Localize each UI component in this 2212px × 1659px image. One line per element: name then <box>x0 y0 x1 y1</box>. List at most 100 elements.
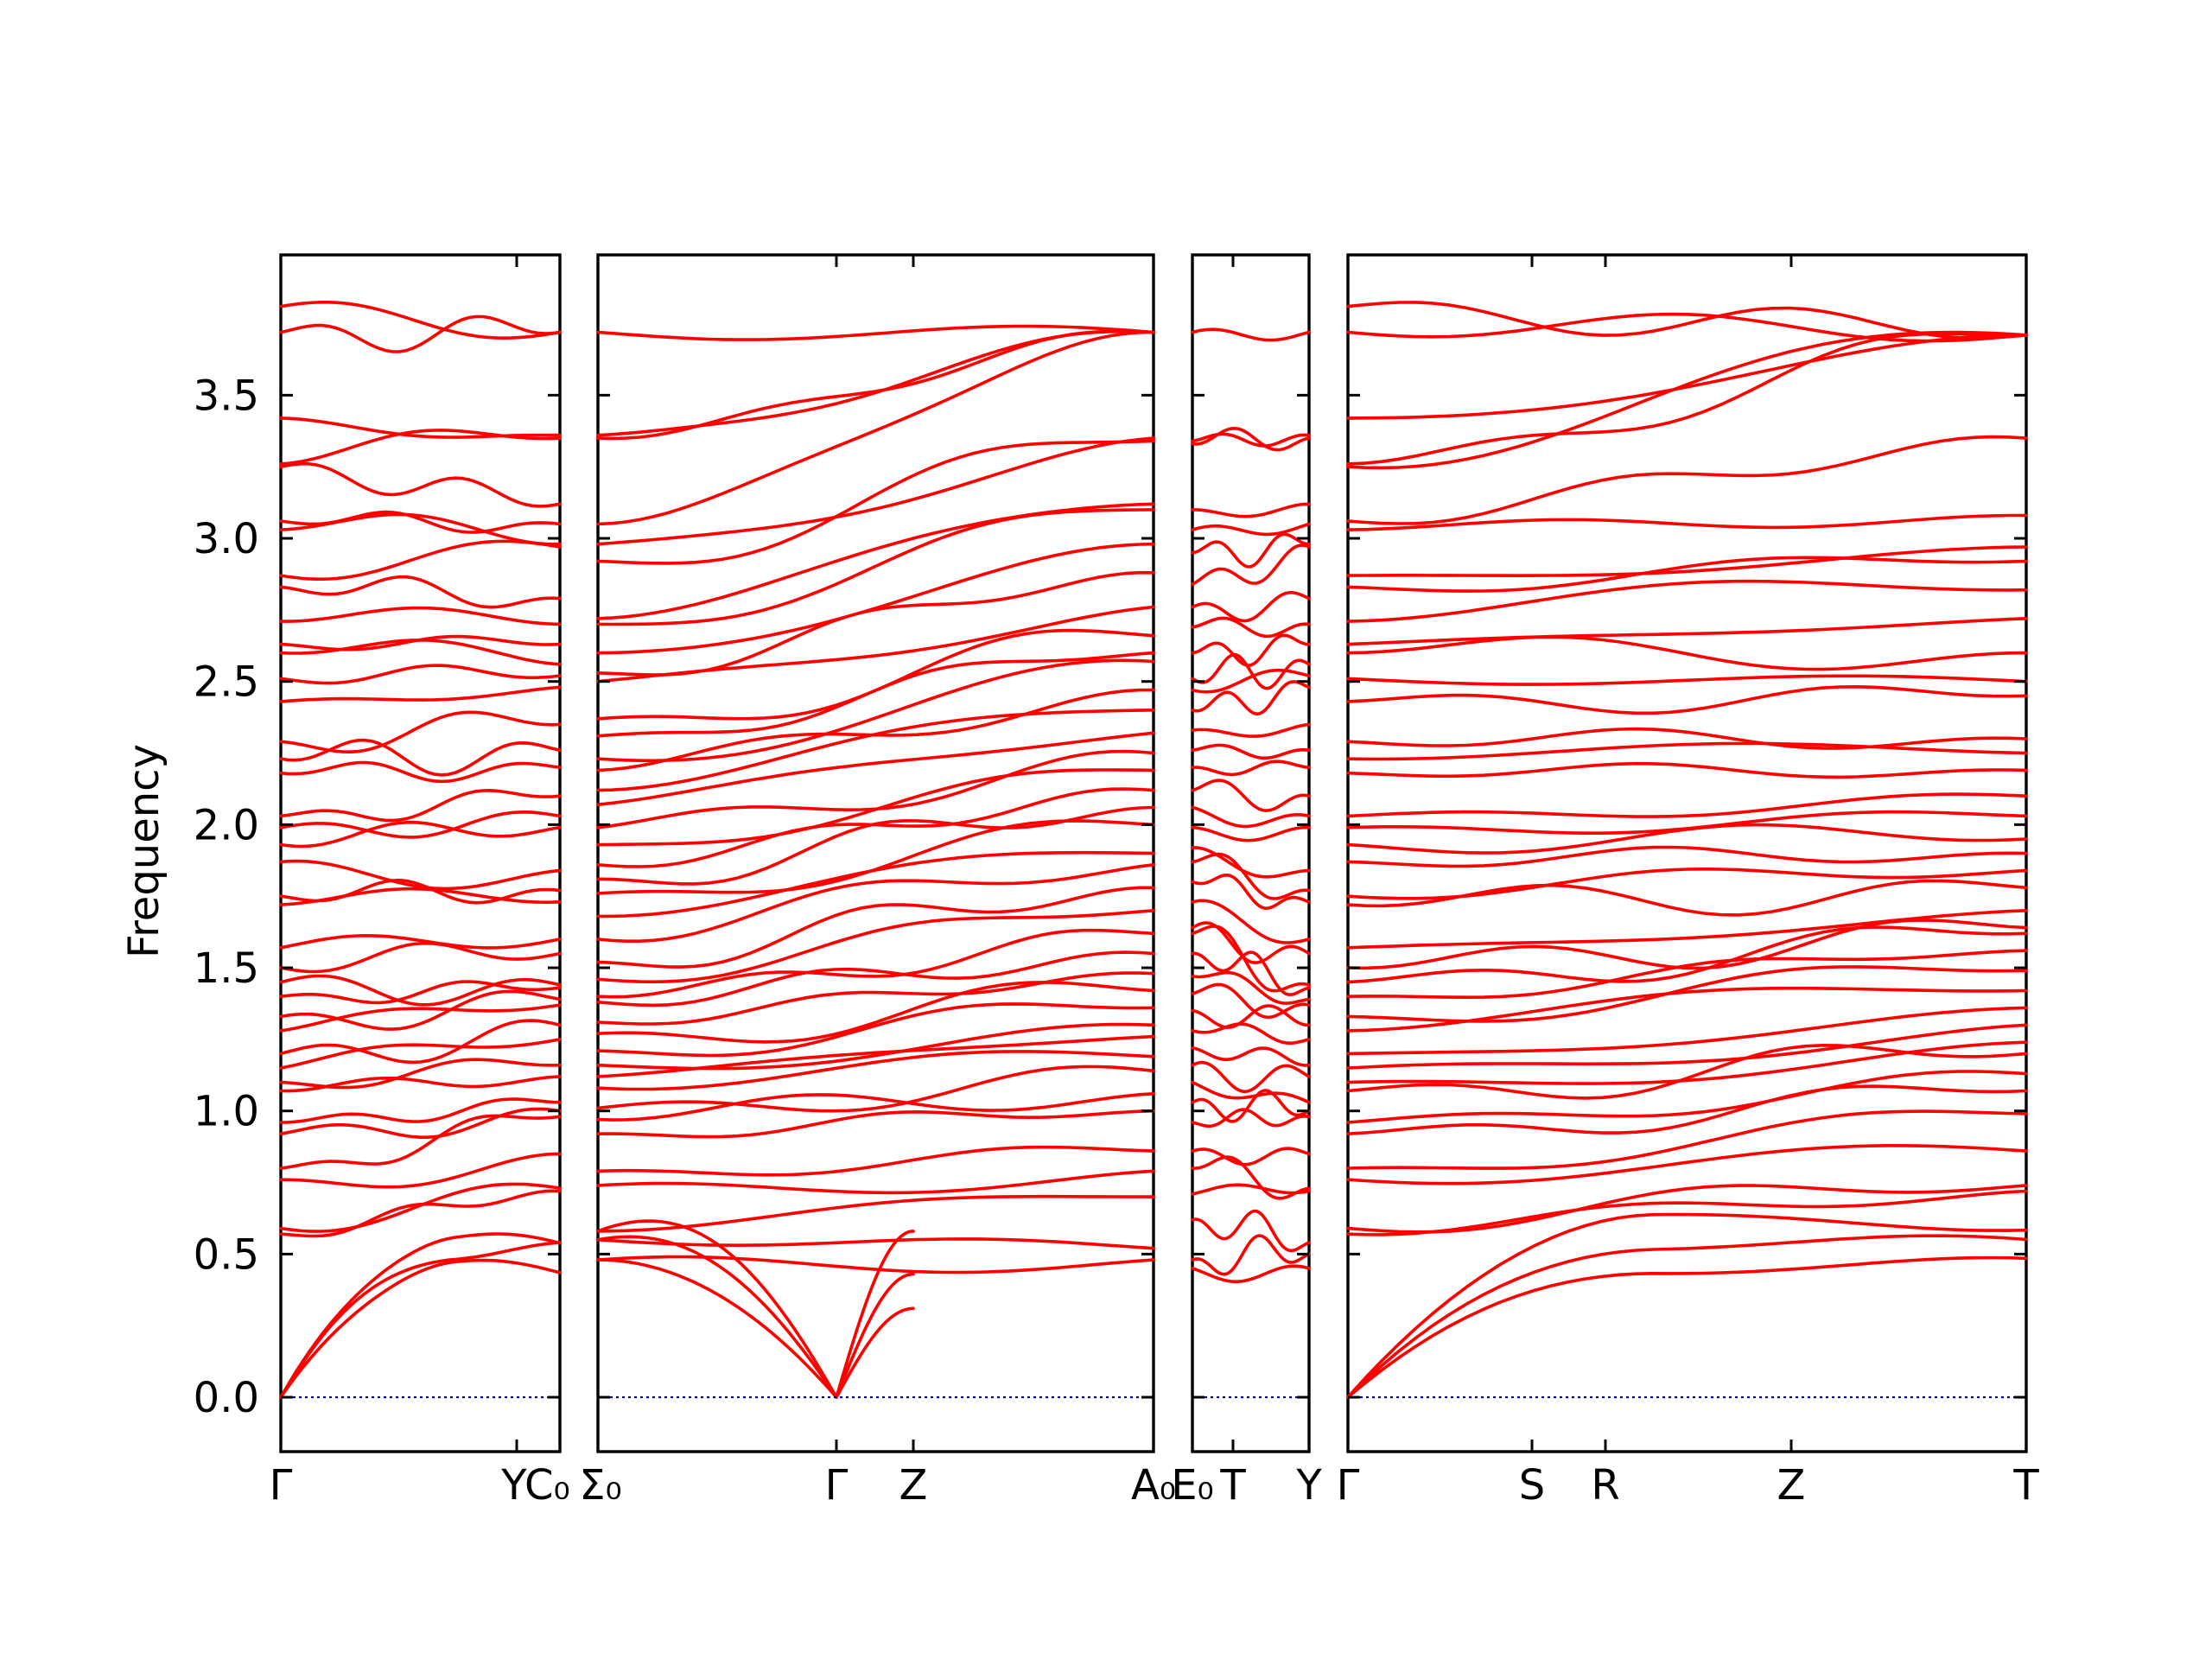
band-line <box>596 928 1155 999</box>
band-line <box>1346 925 2028 984</box>
band-lines <box>279 301 2028 1399</box>
acoustic-band-left <box>596 1219 838 1399</box>
y-tick-label: 2.5 <box>194 658 259 707</box>
band-line <box>1346 1144 2028 1185</box>
y-tick-label: 3.5 <box>194 372 259 420</box>
band-line <box>279 934 562 950</box>
band-line <box>1346 1212 2028 1399</box>
band-line <box>279 1003 562 1033</box>
band-line <box>1346 513 2028 531</box>
band-line <box>1191 532 1311 569</box>
band-line <box>279 315 562 353</box>
band-line <box>596 1194 1155 1233</box>
band-line <box>1346 868 2028 900</box>
band-line <box>596 1145 1155 1177</box>
band-line <box>279 820 562 849</box>
band-line <box>1191 874 1311 910</box>
band-line <box>596 749 1155 830</box>
band-line <box>1346 332 2028 466</box>
band-line <box>1346 1070 2028 1124</box>
band-line <box>1191 1060 1311 1094</box>
band-line <box>279 980 562 1005</box>
x-tick-label: R <box>1591 1461 1619 1510</box>
band-line <box>279 789 562 823</box>
band-line <box>1346 918 2028 970</box>
band-line <box>1346 1189 2028 1236</box>
band-line <box>1191 327 1311 342</box>
band-line <box>1346 312 2028 343</box>
band-line <box>596 1109 1155 1139</box>
y-tick-labels: 0.0 0.5 1.0 1.5 2.0 2.5 3.0 3.5 <box>194 372 259 1422</box>
band-line <box>279 941 562 974</box>
band-line <box>279 575 562 609</box>
band-line <box>596 971 1155 1026</box>
x-tick-label: Z <box>899 1461 928 1510</box>
band-line <box>1191 899 1311 944</box>
band-line <box>1191 432 1311 448</box>
band-line <box>279 461 562 508</box>
band-line <box>1346 792 2028 818</box>
band-line <box>279 1189 562 1238</box>
band-line <box>279 664 562 685</box>
band-line <box>1191 925 1311 993</box>
band-line <box>1346 579 2028 623</box>
band-line <box>1191 1080 1311 1104</box>
x-tick-label: Y <box>1295 1461 1322 1510</box>
band-line <box>1191 1022 1311 1045</box>
band-line <box>1346 949 2028 999</box>
band-line <box>596 502 1155 620</box>
x-tick-label: T <box>2012 1461 2039 1510</box>
band-line <box>1191 805 1311 829</box>
band-line <box>279 634 562 652</box>
band-line <box>279 887 562 906</box>
band-line <box>1346 761 2028 779</box>
band-line <box>596 628 1155 721</box>
band-line <box>279 416 562 439</box>
band-line <box>1346 617 2028 646</box>
band-line <box>1346 674 2028 686</box>
band-line <box>596 909 1155 984</box>
band-line <box>596 709 1155 792</box>
band-line <box>1346 1023 2028 1070</box>
band-line <box>596 886 1155 969</box>
band-line <box>596 658 1155 763</box>
band-line <box>596 330 1155 526</box>
band-line <box>1191 1155 1311 1200</box>
band-line <box>596 1065 1155 1113</box>
band-line <box>596 863 1155 943</box>
band-line <box>1191 543 1311 586</box>
band-line <box>279 1182 562 1233</box>
x-tick-label: T <box>1219 1461 1246 1510</box>
band-line <box>1191 743 1311 760</box>
band-line <box>1191 1046 1311 1067</box>
band-line <box>596 1092 1155 1122</box>
x-tick-label: Z <box>1777 1461 1806 1510</box>
band-line <box>1346 1234 2028 1399</box>
y-tick-label: 2.0 <box>194 801 259 849</box>
band-line <box>1191 1209 1311 1253</box>
band-line <box>1191 846 1311 879</box>
band-line <box>1191 668 1311 694</box>
band-line <box>279 1058 562 1090</box>
band-line <box>1346 1184 2028 1234</box>
band-line <box>279 1075 562 1093</box>
band-line <box>279 859 562 891</box>
band-line <box>596 981 1155 1044</box>
band-line <box>1191 680 1311 715</box>
x-tick-label: Γ <box>1337 1461 1360 1510</box>
band-line <box>1191 522 1311 537</box>
band-line <box>279 1232 562 1399</box>
band-line <box>279 301 562 340</box>
band-line <box>279 1258 562 1399</box>
panel-frame-3 <box>1191 253 1311 1453</box>
band-line <box>1191 1108 1311 1128</box>
band-line <box>596 1169 1155 1195</box>
x-tick-label: E₀ <box>1171 1461 1214 1510</box>
band-line <box>1191 590 1311 623</box>
band-line <box>1346 965 2028 1023</box>
band-line <box>279 810 562 839</box>
y-axis-title: Frequency <box>120 744 168 958</box>
band-line <box>596 329 1155 437</box>
band-line <box>279 1107 562 1139</box>
